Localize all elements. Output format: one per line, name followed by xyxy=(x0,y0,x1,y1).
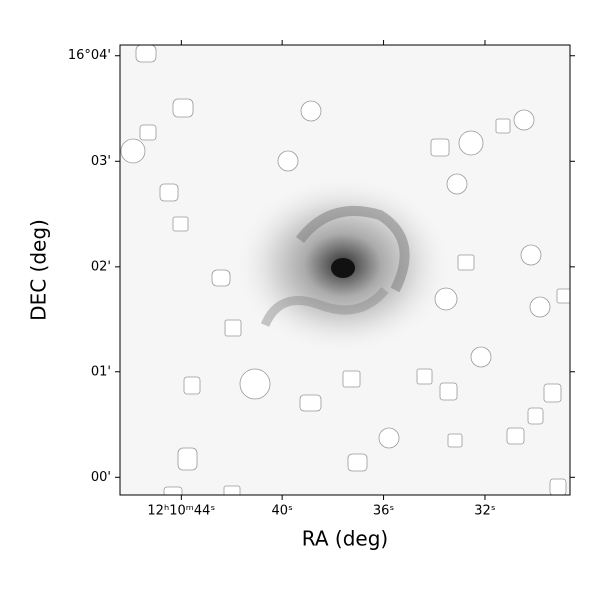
y-tick-label: 00' xyxy=(91,470,111,485)
x-axis-label: RA (deg) xyxy=(302,527,388,551)
x-tick-label: 32ˢ xyxy=(474,504,496,519)
x-tick-label: 40ˢ xyxy=(271,504,293,519)
x-tick-label: 12ʰ10ᵐ44ˢ xyxy=(147,504,215,519)
y-axis-label: DEC (deg) xyxy=(27,219,51,321)
y-tick-label: 16°04' xyxy=(68,48,111,63)
y-tick-label: 03' xyxy=(91,154,111,169)
x-tick-label: 36ˢ xyxy=(373,504,395,519)
image xyxy=(120,45,570,495)
y-tick-label: 01' xyxy=(91,364,111,379)
y-tick-label: 02' xyxy=(91,259,111,274)
frame xyxy=(119,44,571,496)
